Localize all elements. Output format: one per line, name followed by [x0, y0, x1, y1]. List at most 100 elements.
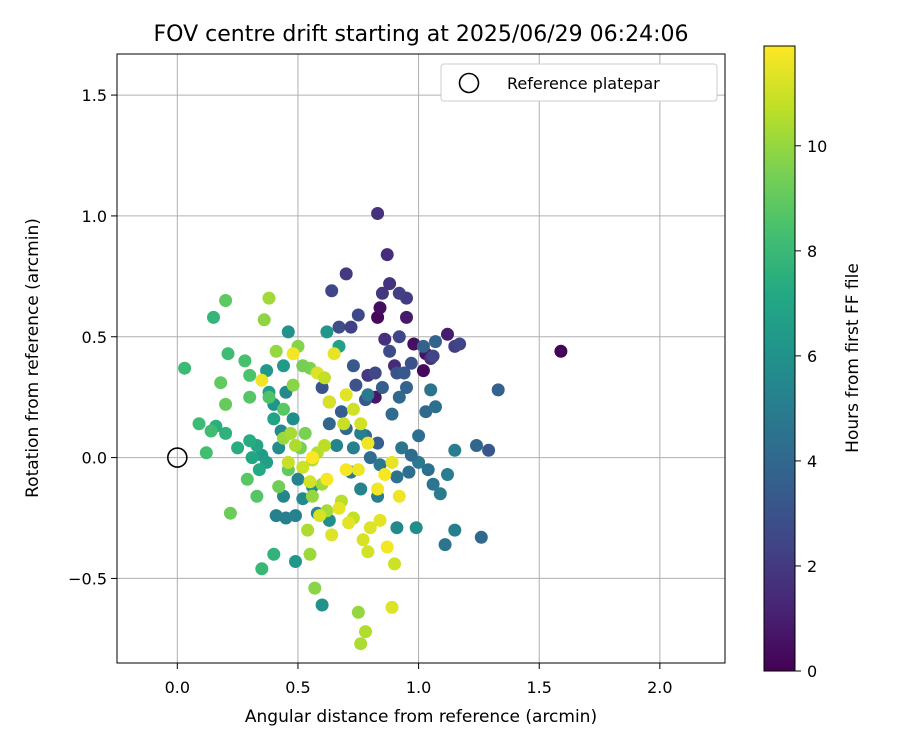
data-point — [298, 426, 312, 440]
legend-label: Reference platepar — [507, 74, 660, 93]
data-point — [219, 426, 233, 440]
data-point — [378, 332, 392, 346]
x-tick-label: 1.0 — [406, 678, 431, 697]
data-point — [351, 308, 365, 322]
data-point — [231, 441, 245, 455]
data-point — [284, 426, 298, 440]
data-point — [339, 267, 353, 281]
data-point — [223, 506, 237, 520]
data-point — [337, 417, 351, 431]
colorbar-tick-label: 6 — [807, 347, 817, 366]
data-point — [318, 439, 331, 452]
data-point — [400, 381, 413, 394]
colorbar-tick-label: 8 — [807, 242, 817, 261]
data-point — [303, 475, 317, 489]
x-tick-label: 2.0 — [647, 678, 672, 697]
data-point — [339, 388, 353, 402]
data-point — [252, 463, 266, 477]
data-point — [383, 344, 397, 358]
data-point — [363, 451, 377, 465]
data-point — [554, 344, 568, 358]
data-point — [214, 376, 228, 390]
data-point — [346, 359, 360, 373]
data-point — [416, 339, 430, 353]
chart-title: FOV centre drift starting at 2025/06/29 … — [154, 22, 689, 47]
data-point — [375, 286, 389, 300]
data-point — [397, 366, 411, 380]
data-point — [383, 277, 397, 291]
data-point — [380, 248, 394, 262]
y-tick-label: 0.0 — [82, 449, 107, 468]
data-point — [260, 364, 274, 378]
colorbar-tick-label: 0 — [807, 662, 817, 681]
data-points — [178, 207, 568, 651]
data-point — [262, 390, 276, 404]
data-point — [380, 540, 394, 554]
data-point — [429, 400, 442, 414]
data-point — [291, 472, 305, 486]
data-point — [330, 439, 344, 452]
x-tick-label: 1.5 — [526, 678, 551, 697]
data-point — [375, 381, 389, 394]
data-point — [438, 538, 452, 552]
data-point — [354, 637, 368, 651]
data-point — [371, 207, 385, 220]
data-point — [354, 482, 368, 496]
data-point — [262, 291, 276, 305]
y-axis-ticks: −0.5 0.0 0.5 1.0 1.5 — [68, 86, 117, 588]
data-point — [301, 523, 315, 537]
data-point — [296, 359, 310, 373]
data-point — [332, 501, 346, 515]
data-point — [390, 521, 404, 535]
data-point — [245, 451, 259, 465]
legend-box — [440, 63, 718, 102]
data-point — [344, 320, 358, 334]
data-point — [267, 547, 281, 561]
data-point — [272, 441, 286, 455]
data-point — [267, 412, 281, 426]
data-point — [392, 489, 406, 503]
data-point — [332, 320, 346, 334]
data-point — [255, 373, 269, 387]
data-point — [361, 436, 375, 450]
data-point — [412, 429, 426, 443]
data-point — [322, 395, 336, 409]
data-point — [470, 439, 483, 452]
data-point — [257, 313, 271, 327]
data-point — [429, 335, 442, 349]
colorbar — [763, 45, 796, 672]
data-point — [313, 509, 327, 523]
data-point — [361, 545, 375, 559]
y-tick-label: 0.5 — [82, 328, 107, 347]
data-point — [351, 463, 365, 477]
y-axis-label: Rotation from reference (arcmin) — [23, 218, 43, 498]
data-point — [402, 465, 416, 479]
data-point — [305, 451, 319, 465]
data-point — [238, 354, 252, 368]
data-point — [371, 482, 385, 496]
data-point — [281, 455, 295, 469]
data-point — [320, 325, 334, 339]
data-point — [385, 455, 399, 469]
data-point — [289, 509, 302, 523]
data-point — [409, 521, 423, 535]
data-point — [400, 310, 413, 324]
colorbar-tick-label: 10 — [807, 137, 827, 156]
data-point — [346, 441, 360, 455]
data-point — [204, 424, 218, 438]
data-point — [373, 458, 387, 472]
data-point — [404, 356, 418, 370]
y-tick-label: 1.5 — [82, 86, 107, 105]
data-point — [448, 443, 462, 457]
y-tick-label: −0.5 — [68, 569, 107, 588]
data-point — [318, 371, 331, 385]
data-point — [286, 378, 300, 392]
data-point — [289, 439, 302, 452]
data-point — [474, 530, 488, 544]
data-point — [388, 557, 401, 571]
data-point — [491, 383, 505, 397]
data-point — [308, 581, 322, 595]
data-point — [378, 468, 392, 481]
data-point — [392, 390, 406, 404]
reference-point-marker — [167, 447, 188, 468]
